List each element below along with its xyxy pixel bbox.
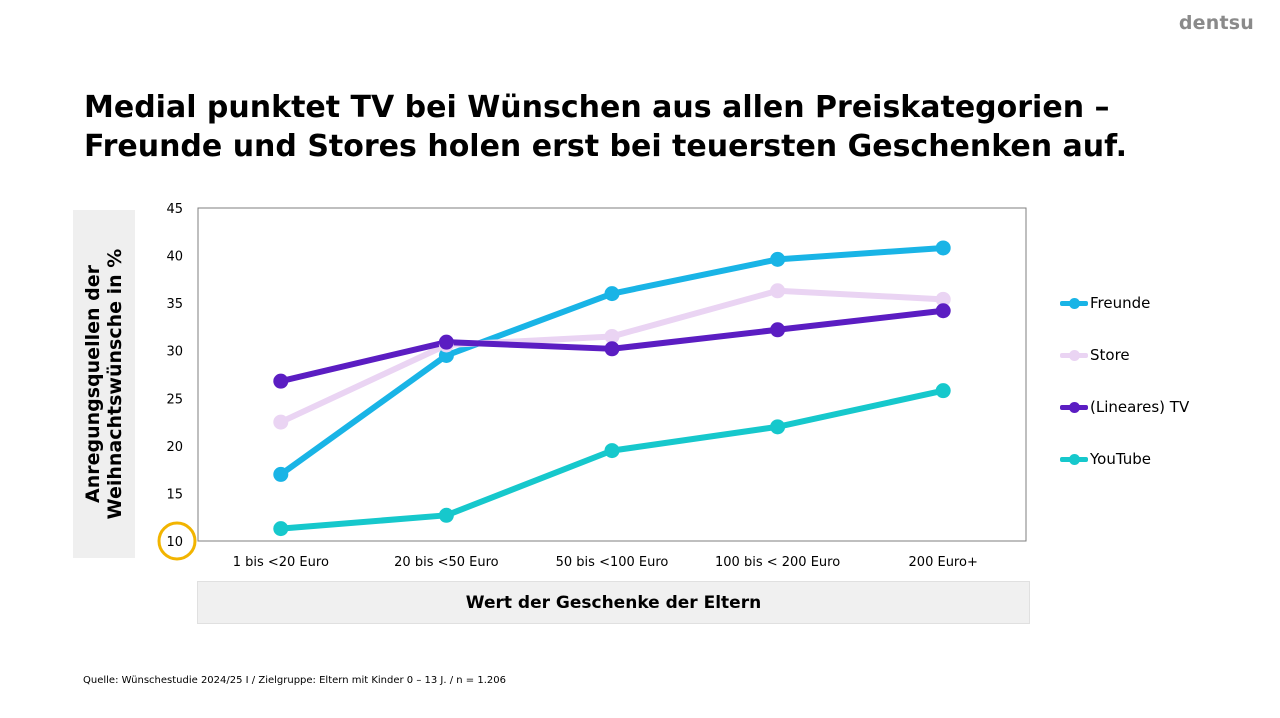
y-tick-label: 40 [166, 250, 183, 265]
data-point [935, 291, 951, 307]
title-line-2: Freunde und Stores holen erst bei teuers… [84, 129, 1127, 164]
x-tick-label: 50 bis <100 Euro [556, 555, 669, 570]
data-point [770, 322, 786, 338]
data-point [438, 347, 454, 363]
plot-area-frame [197, 207, 1027, 542]
data-point [770, 251, 786, 267]
legend-item: Store [1058, 344, 1189, 366]
data-point [604, 286, 620, 302]
data-point [273, 466, 289, 482]
data-point [604, 328, 620, 344]
legend-swatch [1058, 448, 1090, 470]
y-tick-label: 20 [166, 440, 183, 455]
legend-item: Freunde [1058, 292, 1189, 314]
data-point [273, 373, 289, 389]
series-line [277, 387, 947, 532]
x-axis-label: Wert der Geschenke der Eltern [197, 581, 1030, 624]
y-tick-label: 10 [166, 535, 183, 550]
y-tick-label: 45 [166, 202, 183, 217]
legend-label: Store [1090, 346, 1130, 364]
legend-item: YouTube [1058, 448, 1189, 470]
dentsu-logo: dentsu [1178, 12, 1254, 34]
data-point [438, 507, 454, 523]
legend-label: Freunde [1090, 294, 1151, 312]
data-point [438, 334, 454, 350]
data-point [770, 283, 786, 299]
y-tick-label: 35 [166, 297, 183, 312]
x-tick-label: 200 Euro+ [909, 555, 978, 570]
y-tick-label: 15 [166, 487, 183, 502]
data-point [273, 414, 289, 430]
y-axis-label-background [73, 210, 135, 558]
highlight-circle [157, 521, 197, 561]
data-point [935, 240, 951, 256]
legend-item: (Lineares) TV [1058, 396, 1189, 418]
chart-legend: Freunde Store (Lineares) TV YouTube [1058, 292, 1189, 500]
title-line-1: Medial punktet TV bei Wünschen aus allen… [84, 90, 1110, 125]
x-tick-label: 100 bis < 200 Euro [715, 555, 840, 570]
x-tick-label: 20 bis <50 Euro [394, 555, 499, 570]
data-point [935, 303, 951, 319]
legend-swatch [1058, 344, 1090, 366]
data-point [604, 341, 620, 357]
legend-swatch [1058, 396, 1090, 418]
legend-swatch [1058, 292, 1090, 314]
data-point [770, 419, 786, 435]
y-tick-label: 30 [166, 345, 183, 360]
legend-label: (Lineares) TV [1090, 398, 1190, 416]
slide-title: Medial punktet TV bei Wünschen aus allen… [84, 88, 1234, 166]
y-tick-label: 25 [166, 392, 183, 407]
x-tick-label: 1 bis <20 Euro [233, 555, 329, 570]
source-note: Quelle: Wünschestudie 2024/25 I / Zielgr… [83, 675, 506, 686]
data-point [604, 443, 620, 459]
data-point [273, 521, 289, 537]
series-line [277, 244, 947, 478]
data-point [935, 383, 951, 399]
legend-label: YouTube [1090, 450, 1151, 468]
